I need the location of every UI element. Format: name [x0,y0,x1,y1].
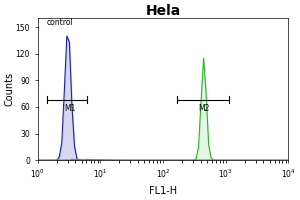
Title: Hela: Hela [146,4,181,18]
X-axis label: FL1-H: FL1-H [149,186,177,196]
Text: control: control [47,18,74,27]
Y-axis label: Counts: Counts [4,72,14,106]
Text: M2: M2 [198,104,209,113]
Text: M1: M1 [65,104,76,113]
